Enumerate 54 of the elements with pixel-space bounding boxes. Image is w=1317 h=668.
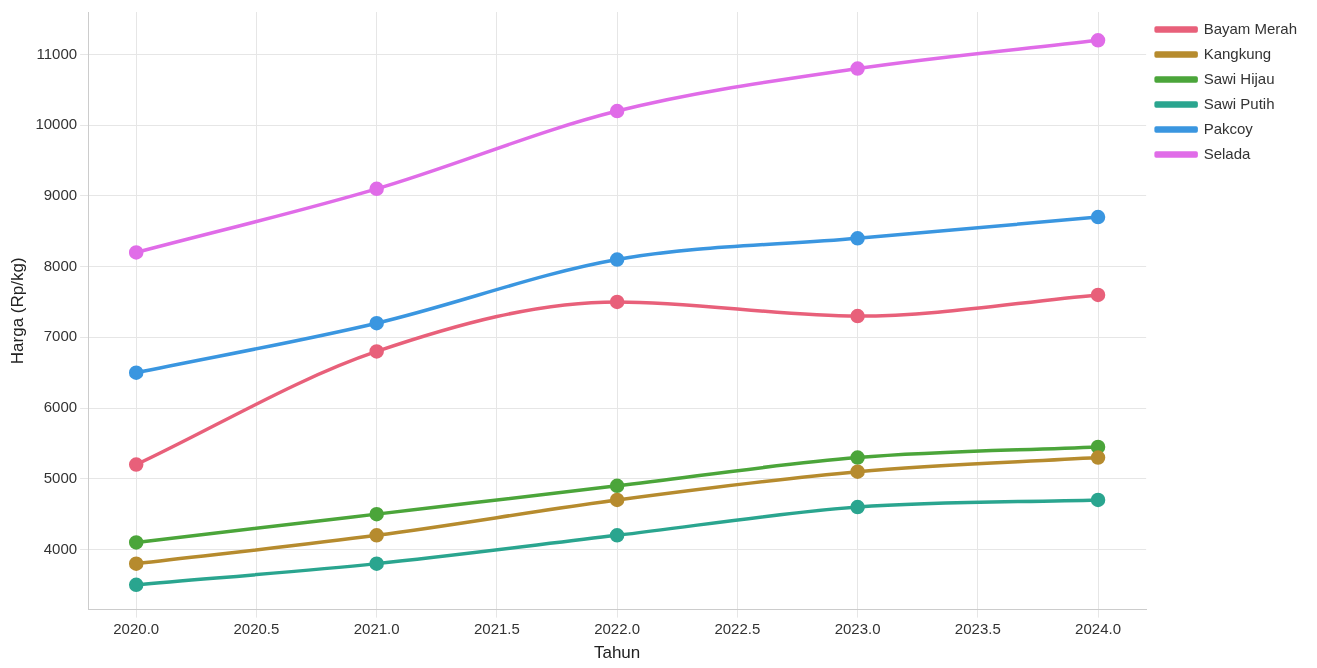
y-tick-label: 11000 bbox=[36, 44, 78, 62]
legend-label: Kangkung bbox=[1203, 44, 1272, 62]
point bbox=[369, 556, 384, 571]
legend-label: Sawi Putih bbox=[1203, 94, 1275, 112]
point bbox=[850, 231, 865, 246]
point bbox=[369, 344, 384, 359]
y-tick-label: 9000 bbox=[43, 186, 78, 204]
point bbox=[369, 506, 384, 522]
y-tick-label: 8000 bbox=[43, 256, 78, 274]
point bbox=[850, 61, 865, 76]
x-tick-label: 2023.0 bbox=[834, 619, 881, 637]
x-tick-label: 2020.0 bbox=[113, 619, 160, 637]
point bbox=[850, 499, 865, 515]
y-tick-label: 10000 bbox=[35, 115, 78, 133]
y-tick-label: 6000 bbox=[43, 398, 78, 416]
x-tick-label: 2022.0 bbox=[594, 619, 641, 637]
legend-label: Pakcoy bbox=[1203, 119, 1254, 137]
x-tick-label: 2022.5 bbox=[714, 619, 761, 637]
point bbox=[369, 181, 384, 197]
legend-label: Sawi Hijau bbox=[1203, 69, 1275, 87]
x-tick-label: 2023.5 bbox=[954, 619, 1001, 637]
point bbox=[609, 528, 625, 543]
y-tick-label: 7000 bbox=[43, 327, 78, 345]
point bbox=[128, 535, 144, 550]
point bbox=[369, 315, 384, 331]
legend-label: Selada bbox=[1203, 144, 1251, 162]
point bbox=[850, 308, 865, 324]
point bbox=[1090, 33, 1106, 48]
point bbox=[1090, 287, 1106, 303]
x-tick-label: 2020.5 bbox=[233, 619, 280, 637]
point bbox=[369, 528, 384, 543]
point bbox=[609, 294, 625, 310]
point bbox=[128, 245, 144, 260]
point bbox=[128, 365, 144, 380]
point bbox=[1090, 450, 1106, 465]
y-tick-label: 5000 bbox=[43, 468, 78, 486]
y-tick-label: 4000 bbox=[43, 539, 78, 557]
point bbox=[609, 492, 625, 508]
point bbox=[1090, 492, 1106, 508]
x-axis-title: Tahun bbox=[593, 643, 641, 663]
point bbox=[850, 464, 865, 479]
point bbox=[609, 252, 625, 267]
point bbox=[128, 577, 144, 593]
point bbox=[850, 450, 865, 465]
x-tick-label: 2021.5 bbox=[473, 619, 520, 637]
point bbox=[609, 103, 625, 119]
point bbox=[128, 556, 144, 571]
x-tick-label: 2024.0 bbox=[1075, 619, 1121, 637]
point bbox=[128, 457, 144, 472]
point bbox=[609, 478, 625, 494]
x-tick-label: 2021.0 bbox=[353, 619, 400, 637]
point bbox=[1090, 209, 1106, 225]
legend-label: Bayam Merah bbox=[1203, 19, 1298, 37]
y-axis-title: Harga (Rp/kg) bbox=[7, 257, 27, 365]
